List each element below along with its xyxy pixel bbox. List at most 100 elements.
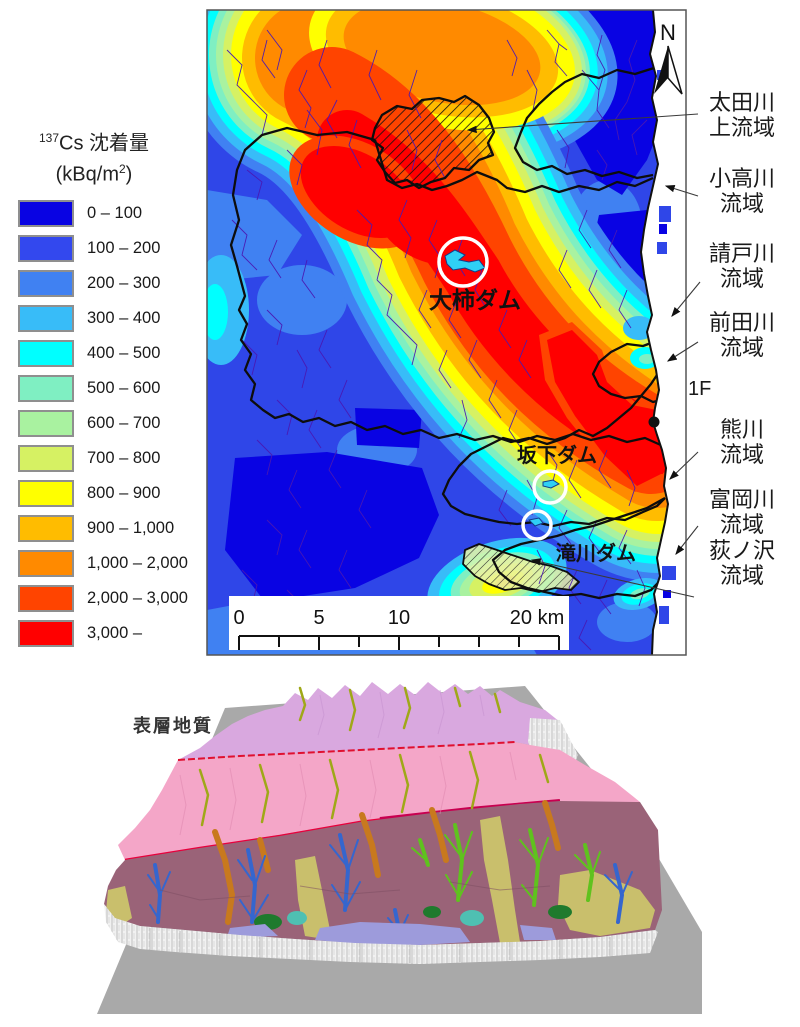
legend-item: 700 – 800 — [18, 444, 204, 472]
legend-item: 3,000 – — [18, 619, 204, 647]
scale-bar: 0 5 10 20 km — [229, 596, 569, 650]
pink-geology-band — [118, 742, 640, 860]
legend-item: 0 – 100 — [18, 199, 204, 227]
basin-label-tomiokagawa: 富岡川 流域 — [708, 487, 775, 537]
leader-oginosawa — [530, 558, 695, 598]
basin-label-kumagawa: 熊川 流域 — [719, 417, 764, 467]
oginosawa-hatched-area-fill — [463, 544, 579, 592]
ota-basin-outline — [370, 94, 496, 190]
legend-swatch — [18, 339, 74, 367]
legend-swatch — [18, 444, 74, 472]
sakashita-dam-label: 坂下ダム — [517, 443, 597, 467]
legend-label: 700 – 800 — [87, 448, 161, 467]
ogaki-dam-label: 大柿ダム — [429, 287, 521, 313]
legend-label: 800 – 900 — [87, 483, 161, 502]
leader-maedagawa — [666, 341, 699, 362]
dam-markers — [437, 236, 568, 541]
sakashita-reservoir — [542, 479, 560, 489]
ogaki-reservoir — [444, 249, 486, 273]
front-cliff-face — [104, 904, 658, 964]
legend-item: 800 – 900 — [18, 479, 204, 507]
legend-item: 500 – 600 — [18, 374, 204, 402]
legend-title-text: Cs 沈着量 — [59, 132, 150, 155]
legend-label: 0 – 100 — [87, 203, 143, 222]
legend-item: 300 – 400 — [18, 304, 204, 332]
ota-hatched-basin-fill — [372, 96, 494, 188]
takigawa-reservoir — [527, 517, 544, 527]
sakashita-dam-circle — [532, 469, 568, 505]
legend-label: 100 – 200 — [87, 238, 161, 257]
violet-geology-band — [178, 682, 560, 760]
sea — [641, 10, 686, 655]
legend-item: 400 – 500 — [18, 339, 204, 367]
isotope-superscript: 137 — [38, 131, 60, 145]
ogaki-dam-circle — [437, 236, 489, 288]
scale-10: 10 — [388, 607, 410, 629]
legend-swatch — [18, 584, 74, 612]
legend-item: 600 – 700 — [18, 409, 204, 437]
watershed-boundaries — [229, 66, 666, 600]
legend-label: 1,000 – 2,000 — [87, 553, 188, 572]
takigawa-dam-label: 滝川ダム — [556, 541, 636, 565]
leader-ukedogawa — [671, 281, 701, 317]
basin-label-otagawa: 太田川 上流域 — [708, 90, 775, 140]
legend-item: 100 – 200 — [18, 234, 204, 262]
legend-swatch — [18, 374, 74, 402]
orange-geology-streaks — [212, 800, 561, 925]
legend-swatch — [18, 514, 74, 542]
lavender-terrace-patches — [228, 922, 556, 945]
north-label: N — [660, 20, 676, 45]
kuma-basin-outline — [441, 432, 666, 528]
takigawa-dam-circle — [521, 509, 553, 541]
terrain-title: 表層地質 — [133, 716, 213, 736]
river-network — [226, 29, 648, 651]
leader-otagawa — [466, 113, 699, 134]
tomioka-basin-outline — [491, 496, 666, 600]
legend-label: 2,000 – 3,000 — [87, 588, 188, 607]
leader-tomiokagawa — [675, 525, 699, 555]
plant-1f-dot — [648, 416, 660, 428]
legend-swatch — [18, 549, 74, 577]
legend-label: 400 – 500 — [87, 343, 161, 362]
legend-swatch — [18, 269, 74, 297]
legend-item: 200 – 300 — [18, 269, 204, 297]
basin-label-ukedogawa: 請戸川 流域 — [708, 241, 775, 291]
map-border — [206, 9, 687, 656]
plant-label-1f: 1F — [688, 378, 712, 400]
teal-patches — [287, 910, 484, 926]
legend-items: 0 – 100 100 – 200 200 – 300 300 – 400 400 – … — [6, 199, 204, 647]
upper-band-gullies — [198, 686, 550, 827]
legend-label: 3,000 – — [87, 623, 143, 642]
basin-label-maedagawa: 前田川 流域 — [708, 310, 775, 360]
legend-label: 500 – 600 — [87, 378, 161, 397]
oginosawa-outline — [462, 543, 580, 593]
legend-label: 200 – 300 — [87, 273, 161, 292]
legend-title: 137Cs 沈着量 (kBq/m2) — [6, 126, 182, 187]
map-canvas: N 0 5 10 20 km 大柿ダム 坂 — [206, 9, 687, 656]
legend-item: 1,000 – 2,000 — [18, 549, 204, 577]
geology-boundary-1 — [177, 741, 516, 761]
leader-lines — [466, 113, 701, 598]
scale-5: 5 — [313, 607, 324, 629]
legend-swatch — [18, 234, 74, 262]
scale-20km: 20 km — [510, 607, 564, 629]
cliff-shading — [149, 928, 611, 963]
legend-unit: (kBq/m2) — [55, 161, 133, 186]
north-arrow: N — [654, 20, 683, 95]
legend-item: 2,000 – 3,000 — [18, 584, 204, 612]
odaka-basin-outline — [513, 66, 655, 180]
legend-swatch — [18, 479, 74, 507]
cs-deposition-map: N 0 5 10 20 km 大柿ダム 坂 — [206, 9, 701, 656]
legend-swatch — [18, 199, 74, 227]
lower-geology-band — [104, 801, 662, 945]
basin-label-oginosawa: 荻ノ沢 流域 — [708, 538, 775, 588]
dam-labels: 大柿ダム 坂下ダム 滝川ダム — [429, 287, 636, 565]
legend-swatch — [18, 619, 74, 647]
reservoirs — [444, 249, 560, 527]
legend-label: 900 – 1,000 — [87, 518, 175, 537]
legend-swatch — [18, 409, 74, 437]
scale-0: 0 — [233, 607, 244, 629]
relief-texture — [159, 689, 551, 901]
legend-label: 300 – 400 — [87, 308, 161, 327]
